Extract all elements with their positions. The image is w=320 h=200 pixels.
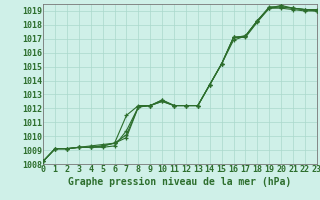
X-axis label: Graphe pression niveau de la mer (hPa): Graphe pression niveau de la mer (hPa): [68, 177, 292, 187]
